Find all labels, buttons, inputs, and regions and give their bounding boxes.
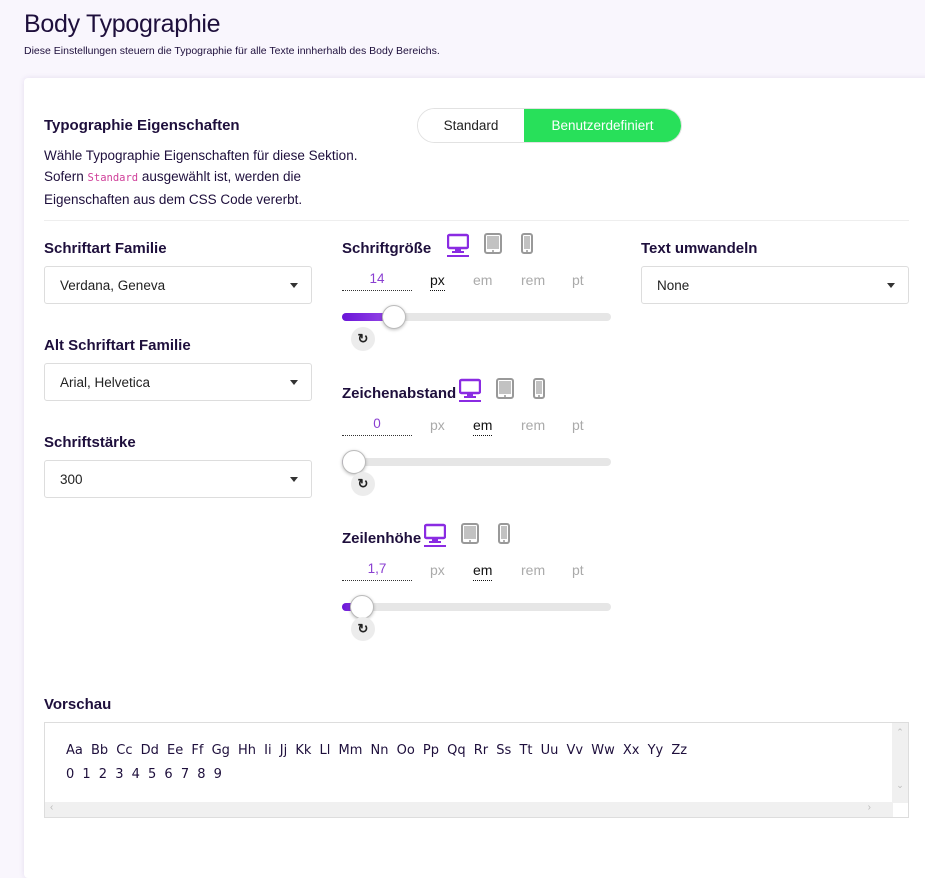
unit-pt[interactable]: pt bbox=[572, 272, 584, 288]
mobile-icon[interactable] bbox=[521, 233, 541, 257]
chevron-down-icon bbox=[290, 380, 298, 385]
desktop-icon[interactable] bbox=[423, 523, 447, 548]
select-dropdown[interactable]: 300 bbox=[44, 460, 312, 498]
unit-rem[interactable]: rem bbox=[521, 417, 546, 433]
select-value: 300 bbox=[60, 471, 83, 487]
page-subtitle: Diese Einstellungen steuern die Typograp… bbox=[24, 45, 440, 57]
slider-track[interactable] bbox=[342, 595, 611, 619]
preview-letters: Aa Bb Cc Dd Ee Ff Gg Hh Ii Jj Kk Ll Mm N… bbox=[66, 743, 688, 758]
desc-line: Wähle Typographie Eigenschaften für dies… bbox=[44, 148, 358, 163]
slider-track[interactable] bbox=[342, 450, 611, 474]
section-title: Typographie Eigenschaften bbox=[44, 117, 240, 134]
code-snippet: Standard bbox=[87, 172, 139, 184]
toggle-standard[interactable]: Standard bbox=[418, 109, 524, 142]
select-label: Text umwandeln bbox=[641, 240, 758, 257]
mobile-icon[interactable] bbox=[533, 378, 553, 402]
unit-pt[interactable]: pt bbox=[572, 562, 584, 578]
unit-rem[interactable]: rem bbox=[521, 272, 546, 288]
value-input[interactable]: 14 bbox=[342, 271, 412, 291]
select-dropdown[interactable]: Verdana, Geneva bbox=[44, 266, 312, 304]
mode-toggle[interactable]: Standard Benutzerdefiniert bbox=[417, 108, 682, 143]
unit-em[interactable]: em bbox=[473, 562, 493, 581]
chevron-down-icon bbox=[290, 477, 298, 482]
slider-thumb[interactable] bbox=[342, 450, 366, 474]
unit-px[interactable]: px bbox=[430, 562, 445, 578]
reset-button[interactable]: ↻ bbox=[351, 617, 375, 641]
divider bbox=[44, 220, 909, 221]
tablet-icon[interactable] bbox=[484, 233, 504, 257]
select-value: Verdana, Geneva bbox=[60, 277, 166, 293]
desktop-icon[interactable] bbox=[446, 233, 470, 258]
preview-label: Vorschau bbox=[44, 696, 112, 713]
reset-icon: ↻ bbox=[357, 476, 369, 491]
desktop-icon[interactable] bbox=[458, 378, 482, 403]
page-title: Body Typographie bbox=[24, 10, 221, 38]
tablet-icon[interactable] bbox=[496, 378, 516, 402]
toggle-custom[interactable]: Benutzerdefiniert bbox=[524, 109, 681, 142]
unit-em[interactable]: em bbox=[473, 417, 493, 436]
reset-icon: ↻ bbox=[357, 331, 369, 346]
mobile-icon[interactable] bbox=[498, 523, 518, 547]
vertical-scrollbar[interactable]: ⌃ ⌄ bbox=[892, 723, 908, 803]
desc-text: ausgewählt ist, werden die bbox=[141, 169, 301, 184]
unit-pt[interactable]: pt bbox=[572, 417, 584, 433]
slider-label: Zeichenabstand bbox=[342, 385, 457, 402]
unit-rem[interactable]: rem bbox=[521, 562, 546, 578]
select-value: Arial, Helvetica bbox=[60, 374, 151, 390]
slider-thumb[interactable] bbox=[350, 595, 374, 619]
select-dropdown[interactable]: Arial, Helvetica bbox=[44, 363, 312, 401]
chevron-down-icon bbox=[887, 283, 895, 288]
slider-track[interactable] bbox=[342, 305, 611, 329]
slider-fill bbox=[342, 313, 394, 321]
select-dropdown[interactable]: None bbox=[641, 266, 909, 304]
desc-line: Eigenschaften aus dem CSS Code vererbt. bbox=[44, 192, 303, 207]
tablet-icon[interactable] bbox=[461, 523, 481, 547]
device-switcher bbox=[446, 233, 541, 258]
unit-em[interactable]: em bbox=[473, 272, 493, 288]
reset-button[interactable]: ↻ bbox=[351, 472, 375, 496]
select-label: Alt Schriftart Familie bbox=[44, 337, 191, 354]
reset-button[interactable]: ↻ bbox=[351, 327, 375, 351]
desc-text: Sofern bbox=[44, 169, 84, 184]
select-label: Schriftart Familie bbox=[44, 240, 167, 257]
section-description: Wähle Typographie Eigenschaften für dies… bbox=[44, 145, 357, 210]
slider-label: Schriftgröße bbox=[342, 240, 432, 257]
horizontal-scrollbar[interactable]: ‹ › bbox=[45, 802, 893, 817]
value-input[interactable]: 1,7 bbox=[342, 561, 412, 581]
select-label: Schriftstärke bbox=[44, 434, 136, 451]
slider-label: Zeilenhöhe bbox=[342, 530, 422, 547]
slider-thumb[interactable] bbox=[382, 305, 406, 329]
preview-box: Aa Bb Cc Dd Ee Ff Gg Hh Ii Jj Kk Ll Mm N… bbox=[44, 722, 909, 818]
value-input[interactable]: 0 bbox=[342, 416, 412, 436]
device-switcher bbox=[423, 523, 518, 548]
unit-px[interactable]: px bbox=[430, 417, 445, 433]
device-switcher bbox=[458, 378, 553, 403]
reset-icon: ↻ bbox=[357, 621, 369, 636]
preview-digits: 0 1 2 3 4 5 6 7 8 9 bbox=[66, 767, 222, 782]
unit-px[interactable]: px bbox=[430, 272, 445, 291]
desc-line: Sofern Standard ausgewählt ist, werden d… bbox=[44, 166, 357, 189]
select-value: None bbox=[657, 277, 690, 293]
chevron-down-icon bbox=[290, 283, 298, 288]
